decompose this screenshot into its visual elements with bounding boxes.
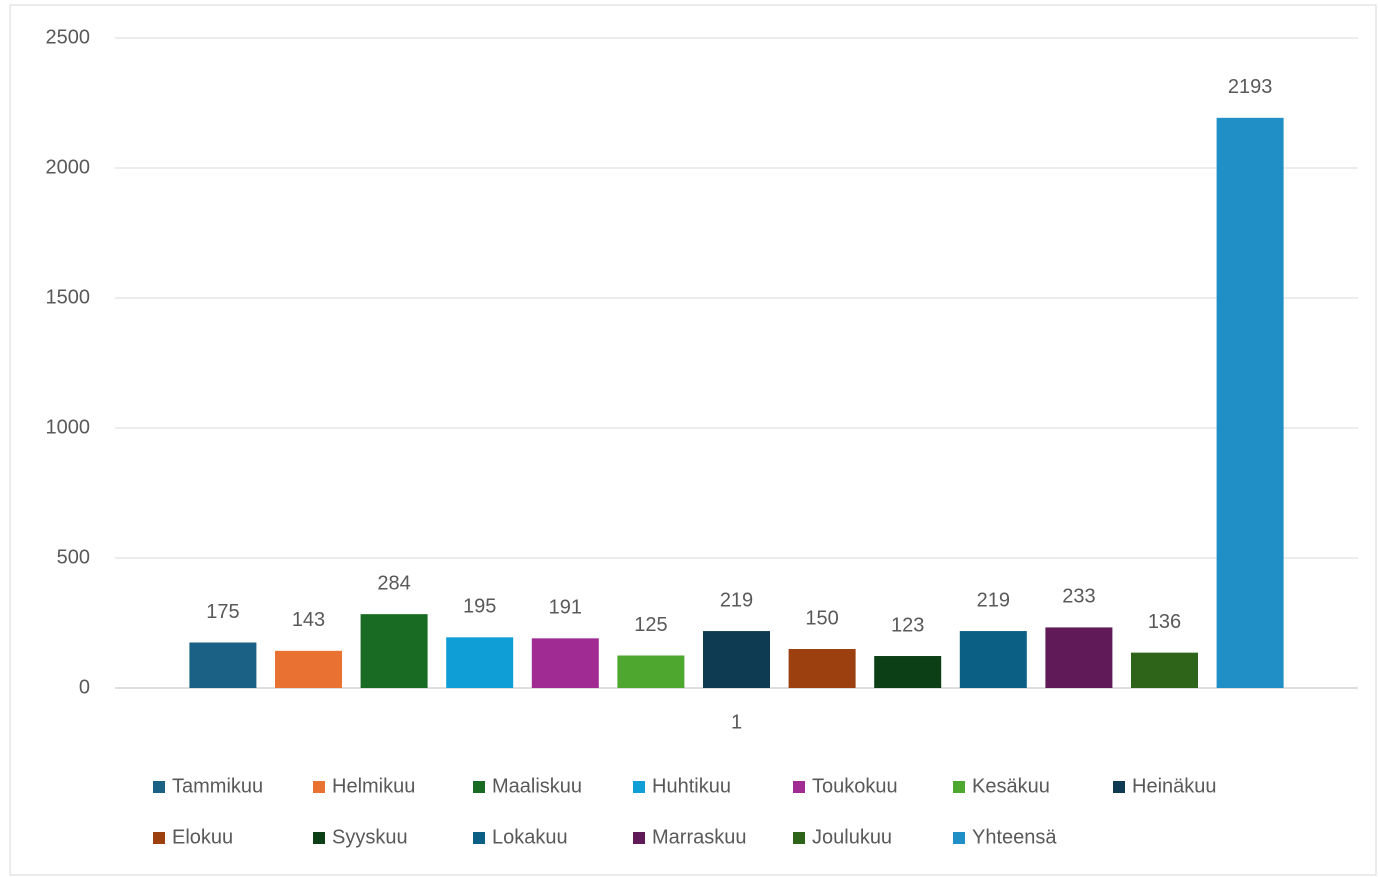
x-tick-label: 1: [731, 711, 742, 733]
legend-label: Huhtikuu: [652, 775, 731, 797]
legend-swatch: [473, 832, 485, 844]
legend-swatch: [953, 781, 965, 793]
legend-label: Helmikuu: [332, 775, 415, 797]
data-label: 219: [977, 589, 1010, 611]
data-label: 284: [377, 572, 410, 594]
bar: [617, 655, 685, 688]
legend-swatch: [633, 781, 645, 793]
legend-swatch: [313, 781, 325, 793]
data-label: 175: [206, 601, 239, 623]
bar: [703, 631, 770, 688]
legend-swatch: [633, 832, 645, 844]
legend-label: Marraskuu: [652, 826, 746, 848]
legend-label: Kesäkuu: [972, 775, 1050, 797]
legend-swatch: [153, 832, 165, 844]
legend-label: Elokuu: [172, 826, 233, 848]
data-label: 143: [292, 609, 325, 631]
bar: [446, 637, 514, 688]
y-tick-label: 1000: [46, 416, 91, 438]
data-label: 150: [805, 607, 838, 629]
bar: [1216, 117, 1284, 688]
legend-swatch: [153, 781, 165, 793]
data-label: 191: [549, 597, 582, 619]
legend-swatch: [1113, 781, 1125, 793]
bar: [959, 631, 1027, 688]
y-tick-label: 2500: [46, 26, 91, 48]
y-tick-label: 2000: [46, 156, 91, 178]
legend-swatch: [793, 781, 805, 793]
data-label: 2193: [1228, 76, 1273, 98]
legend-swatch: [793, 832, 805, 844]
legend-swatch: [953, 832, 965, 844]
bar: [874, 656, 942, 688]
bar: [275, 650, 342, 688]
data-label: 123: [891, 614, 924, 636]
bar: [788, 649, 856, 688]
bar: [531, 638, 599, 688]
legend-label: Syyskuu: [332, 826, 408, 848]
legend-swatch: [473, 781, 485, 793]
legend-label: Yhteensä: [972, 826, 1057, 848]
y-tick-label: 1500: [46, 286, 91, 308]
legend-label: Toukokuu: [812, 775, 898, 797]
data-label: 219: [720, 589, 753, 611]
data-label: 125: [634, 614, 667, 636]
data-label: 136: [1148, 611, 1181, 633]
legend-label: Tammikuu: [172, 775, 263, 797]
legend-swatch: [313, 832, 325, 844]
legend-label: Joulukuu: [812, 826, 892, 848]
y-tick-label: 0: [79, 676, 90, 698]
bar: [1045, 627, 1113, 688]
legend-label: Maaliskuu: [492, 775, 582, 797]
data-label: 233: [1062, 586, 1095, 608]
y-tick-label: 500: [57, 546, 90, 568]
bar: [1131, 652, 1198, 688]
legend-label: Lokakuu: [492, 826, 568, 848]
bar: [360, 614, 428, 688]
bar: [189, 642, 257, 688]
data-label: 195: [463, 596, 496, 618]
legend-label: Heinäkuu: [1132, 775, 1217, 797]
chart-frame: [9, 4, 1377, 876]
